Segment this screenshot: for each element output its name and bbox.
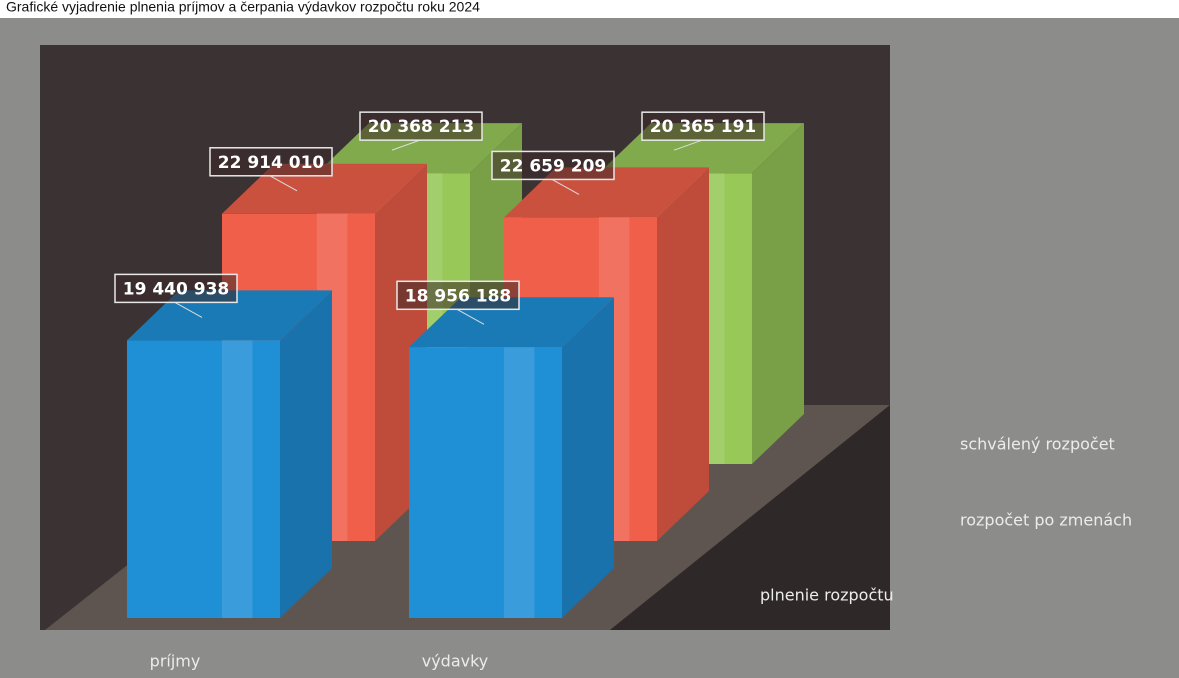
label-box bbox=[491, 150, 615, 181]
bar bbox=[409, 297, 614, 618]
data-label: 22 914 010 bbox=[218, 153, 325, 173]
data-label: 20 365 191 bbox=[650, 117, 756, 137]
leader-line bbox=[269, 175, 298, 192]
leader-line bbox=[551, 178, 580, 195]
legend-label: schválený rozpočet bbox=[960, 435, 1115, 454]
floor-side bbox=[610, 405, 890, 630]
chart-title: Grafické vyjadrenie plnenia príjmov a če… bbox=[6, 0, 480, 15]
bar-side bbox=[280, 290, 332, 618]
leader-line bbox=[391, 139, 421, 151]
data-label: 18 956 188 bbox=[405, 286, 511, 306]
bar bbox=[127, 290, 332, 618]
data-label: 22 659 209 bbox=[500, 156, 606, 176]
label-box bbox=[641, 111, 765, 141]
label-box bbox=[114, 273, 238, 304]
bar-side bbox=[562, 297, 614, 618]
label-box bbox=[209, 147, 333, 177]
bar-front bbox=[127, 340, 280, 618]
leader-line bbox=[673, 139, 703, 151]
leader-line bbox=[456, 308, 485, 325]
data-label: 19 440 938 bbox=[123, 279, 229, 299]
legend-label: plnenie rozpočtu bbox=[760, 586, 894, 605]
x-tick-label: výdavky bbox=[422, 652, 489, 671]
label-box bbox=[359, 111, 483, 141]
bar-highlight bbox=[221, 340, 253, 618]
x-tick-label: príjmy bbox=[150, 652, 201, 671]
bar-highlight bbox=[503, 347, 535, 618]
bar-side bbox=[752, 123, 804, 465]
bar-front bbox=[409, 347, 562, 618]
label-box bbox=[396, 280, 520, 311]
leader-line bbox=[174, 301, 203, 318]
data-label: 20 368 213 bbox=[368, 117, 474, 137]
bar-side bbox=[657, 167, 709, 541]
bars: 20 368 213 20 365 191 22 914 010 22 659 209… bbox=[114, 111, 804, 618]
legend-label: rozpočet po zmenách bbox=[960, 511, 1132, 530]
